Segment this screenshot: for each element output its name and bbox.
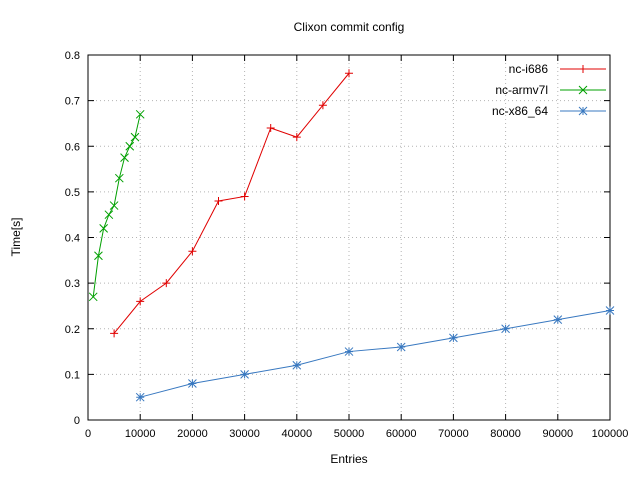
x-tick-label: 30000 [229,428,260,440]
y-tick-label: 0.7 [65,96,80,108]
legend-label: nc-i686 [508,62,548,76]
y-tick-label: 0.2 [65,324,80,336]
series-nc-armv7l [88,109,145,302]
x-tick-label: 50000 [334,428,365,440]
legend: nc-i686 nc-armv7l nc-x86_64 [492,62,608,118]
series-nc-i686 [110,69,353,338]
x-tick-label: 70000 [438,428,469,440]
legend-sample-0 [560,65,606,73]
legend-label: nc-x86_64 [491,104,548,118]
x-tick-label: 40000 [282,428,313,440]
y-tick-label: 0.3 [65,278,80,290]
series-markers [110,69,353,338]
legend-item: nc-x86_64 [492,104,608,118]
y-tick-label: 0 [74,415,80,427]
chart-title: Clixon commit config [293,20,405,34]
x-tick-label: 80000 [490,428,521,440]
series-nc-x86_64 [135,306,615,402]
y-tick-label: 0.8 [65,50,80,62]
y-tick-label: 0.4 [65,233,80,245]
y-tick-label: 0.1 [65,369,80,381]
y-axis-label: Time[s] [9,217,23,257]
x-tick-label: 90000 [543,428,574,440]
series-markers [135,306,615,402]
x-tick-label: 20000 [177,428,208,440]
x-tick-label: 10000 [125,428,156,440]
series-markers [88,109,145,302]
y-tick-label: 0.5 [65,187,80,199]
y-tick-label: 0.6 [65,141,80,153]
tick-marks [87,54,611,421]
x-tick-label: 60000 [386,428,417,440]
tick-labels: 0 10000 20000 30000 40000 50000 60000 70000 8000… [65,50,629,440]
x-tick-label: 0 [85,428,91,440]
x-axis-label: Entries [330,452,368,466]
x-tick-label: 100000 [592,428,629,440]
legend-sample-1 [560,85,606,95]
legend-label: nc-armv7l [495,83,548,97]
legend-item: nc-i686 [492,62,608,76]
legend-item: nc-armv7l [492,83,608,97]
legend-sample-2 [560,106,606,116]
